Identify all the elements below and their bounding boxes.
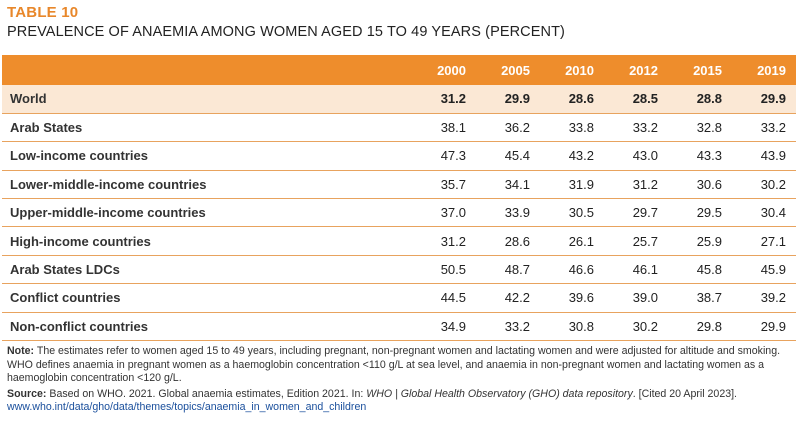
header-cell-year: 2015 [693,62,722,78]
value-cell: 33.8 [540,113,604,143]
value-cell: 33.9 [476,198,540,228]
source-italic: WHO | Global Health Observatory (GHO) da… [366,387,633,400]
value-cell: 46.6 [540,255,604,285]
value-cell: 45.9 [732,255,796,285]
value-cell: 31.2 [604,170,668,200]
row-label: Arab States LDCs [2,255,412,285]
value-cell: 48.7 [476,255,540,285]
note-label: Note: [7,345,35,357]
value-cell: 39.2 [732,283,796,313]
source-label: Source: [7,387,47,400]
value-cell: 30.6 [668,170,732,200]
source-url-link[interactable]: www.who.int/data/gho/data/themes/topics/… [7,401,367,413]
value-cell: 29.9 [476,85,540,114]
table-row: Arab States LDCs 50.5 48.7 46.6 46.1 45.8 45.9 [2,255,796,285]
table-row: Lower-middle-income countries 35.7 34.1 31.… [2,170,796,200]
value-cell: 26.1 [540,226,604,256]
value-cell: 30.2 [604,312,668,342]
table-row: High-income countries 31.2 28.6 26.1 25.7 25.… [2,226,796,256]
value-cell: 43.0 [604,141,668,171]
value-cell: 30.5 [540,198,604,228]
anaemia-table: 2000 2005 2010 2012 2015 2019 World 31.2 29.9 28… [2,55,796,342]
source-paragraph: Source: Based on WHO. 2021. Global anaem… [7,388,792,415]
value-cell: 34.9 [412,312,476,342]
table-row: Non-conflict countries 34.9 33.2 30.8 30.2 29… [2,312,796,342]
value-cell: 28.8 [668,85,732,114]
value-cell: 31.9 [540,170,604,200]
row-label: High-income countries [2,226,412,256]
value-cell: 38.7 [668,283,732,313]
table-row: Conflict countries 44.5 42.2 39.6 39.0 38.7 39… [2,283,796,313]
value-cell: 30.4 [732,198,796,228]
row-label: Low-income countries [2,141,412,171]
value-cell: 29.7 [604,198,668,228]
header-cell-year: 2019 [757,62,786,78]
value-cell: 43.3 [668,141,732,171]
value-cell: 33.2 [476,312,540,342]
table-title: PREVALENCE OF ANAEMIA AMONG WOMEN AGED 1… [7,24,565,40]
header-row: 2000 2005 2010 2012 2015 2019 [2,55,796,85]
note-text: The estimates refer to women aged 15 to … [7,345,781,384]
value-cell: 46.1 [604,255,668,285]
value-cell: 33.2 [732,113,796,143]
value-cell: 30.8 [540,312,604,342]
value-cell: 29.9 [732,312,796,342]
table-row: Low-income countries 47.3 45.4 43.2 43.0 43.3… [2,141,796,171]
source-cited: . [Cited 20 April 2023]. [632,387,737,400]
value-cell: 45.4 [476,141,540,171]
value-cell: 29.5 [668,198,732,228]
value-cell: 30.2 [732,170,796,200]
value-cell: 28.5 [604,85,668,114]
value-cell: 45.8 [668,255,732,285]
value-cell: 27.1 [732,226,796,256]
value-cell: 29.8 [668,312,732,342]
row-label: Lower-middle-income countries [2,170,412,200]
note-paragraph: Note: The estimates refer to women aged … [7,345,792,386]
value-cell: 28.6 [476,226,540,256]
value-cell: 38.1 [412,113,476,143]
value-cell: 47.3 [412,141,476,171]
value-cell: 31.2 [412,226,476,256]
value-cell: 42.2 [476,283,540,313]
row-label: Upper-middle-income countries [2,198,412,228]
row-label: World [2,85,412,114]
row-label: Arab States [2,113,412,143]
value-cell: 36.2 [476,113,540,143]
value-cell: 31.2 [412,85,476,114]
value-cell: 50.5 [412,255,476,285]
value-cell: 43.9 [732,141,796,171]
row-label: Conflict countries [2,283,412,313]
value-cell: 34.1 [476,170,540,200]
value-cell: 37.0 [412,198,476,228]
header-cell-year: 2000 [437,62,466,78]
header-cell-label [2,55,412,85]
header-cell-year: 2010 [565,62,594,78]
row-label: Non-conflict countries [2,312,412,342]
value-cell: 28.6 [540,85,604,114]
value-cell: 39.0 [604,283,668,313]
table-row: World 31.2 29.9 28.6 28.5 28.8 29.9 [2,85,796,114]
table-label: TABLE 10 [7,4,79,21]
value-cell: 39.6 [540,283,604,313]
table-row: Upper-middle-income countries 37.0 33.9 30.… [2,198,796,228]
table-row: Arab States 38.1 36.2 33.8 33.2 32.8 33.2 [2,113,796,143]
value-cell: 32.8 [668,113,732,143]
table-body: World 31.2 29.9 28.6 28.5 28.8 29.9 Arab States… [2,85,796,342]
notes-section: Note: The estimates refer to women aged … [7,345,792,417]
value-cell: 25.7 [604,226,668,256]
header-cell-year: 2005 [501,62,530,78]
source-text: Based on WHO. 2021. Global anaemia estim… [49,387,367,400]
value-cell: 25.9 [668,226,732,256]
value-cell: 35.7 [412,170,476,200]
value-cell: 29.9 [732,85,796,114]
value-cell: 44.5 [412,283,476,313]
value-cell: 43.2 [540,141,604,171]
header-cell-year: 2012 [629,62,658,78]
value-cell: 33.2 [604,113,668,143]
